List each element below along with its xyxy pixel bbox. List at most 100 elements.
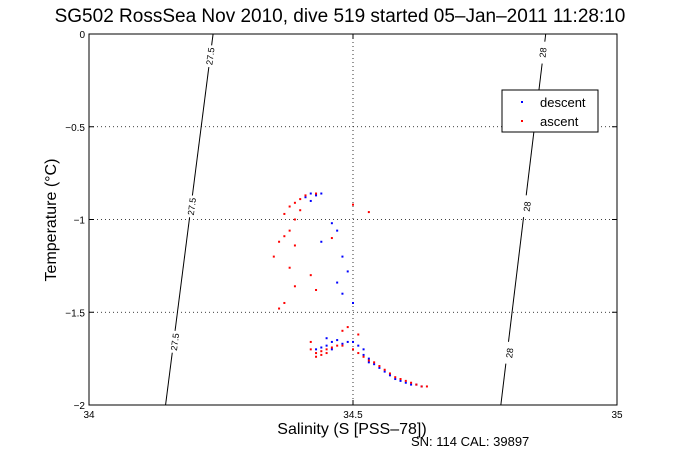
data-point-descent — [336, 229, 339, 232]
serial-calibration-footer: SN: 114 CAL: 39897 — [411, 434, 529, 449]
data-point-ascent — [309, 348, 312, 351]
data-point-ascent — [278, 307, 281, 310]
data-point-descent — [367, 357, 370, 360]
data-point-descent — [325, 337, 328, 340]
legend: descent ascent — [501, 89, 599, 133]
data-point-descent — [362, 348, 365, 351]
data-point-descent — [352, 340, 354, 343]
x-tick-label: 34.5 — [343, 410, 363, 421]
legend-marker-ascent — [521, 120, 523, 122]
data-point-ascent — [341, 344, 344, 347]
data-point-descent — [320, 240, 323, 243]
data-point-descent — [362, 353, 365, 356]
data-point-descent — [304, 196, 307, 199]
density-contour-label: 27.5 — [204, 47, 216, 66]
legend-box — [501, 89, 599, 133]
data-point-ascent — [315, 355, 318, 358]
x-tick-label: 35 — [611, 410, 623, 421]
data-point-ascent — [346, 326, 349, 329]
data-point-descent — [330, 348, 333, 351]
contour-label-mask — [519, 194, 535, 219]
data-point-ascent — [288, 229, 291, 232]
plot-area: 27.5 27.5 27.5 28 28 28 34 34.5 35 0 −0.5 −1 −1.5 −2 — [65, 30, 623, 421]
data-point-ascent — [304, 194, 307, 197]
data-point-descent — [346, 270, 349, 273]
contour-label-mask — [203, 44, 218, 68]
data-point-descent — [330, 222, 333, 225]
data-point-ascent — [367, 359, 370, 362]
data-point-ascent — [362, 355, 365, 358]
data-point-ascent — [383, 368, 386, 371]
legend-entry-ascent: ascent — [540, 114, 579, 129]
data-point-descent — [341, 292, 344, 295]
data-point-descent — [352, 301, 354, 304]
x-tick-label: 34 — [83, 410, 95, 421]
data-point-ascent — [315, 288, 318, 291]
data-point-descent — [315, 194, 318, 197]
data-point-ascent — [309, 274, 312, 277]
density-contour-label: 27.5 — [169, 333, 181, 352]
data-point-descent — [341, 255, 344, 258]
data-point-ascent — [309, 340, 312, 343]
y-tick-label: −1 — [74, 216, 86, 227]
data-point-ascent — [293, 285, 296, 288]
data-point-ascent — [330, 237, 333, 240]
data-point-descent — [309, 192, 312, 195]
y-axis-label: Temperature (°C) — [43, 159, 60, 282]
contour-label-mask — [167, 330, 183, 354]
data-point-descent — [315, 348, 318, 351]
data-point-ascent — [388, 372, 391, 375]
data-point-ascent — [288, 205, 291, 208]
contour-label-mask — [502, 341, 518, 365]
data-point-ascent — [378, 365, 381, 368]
data-point-descent — [336, 281, 339, 284]
data-point-ascent — [352, 348, 354, 351]
data-point-ascent — [330, 346, 333, 349]
data-point-ascent — [293, 218, 296, 221]
data-point-ascent — [420, 385, 423, 388]
data-point-descent — [346, 340, 349, 343]
chart-title: SG502 RossSea Nov 2010, dive 519 started… — [55, 6, 626, 27]
data-point-ascent — [288, 266, 291, 269]
data-point-ascent — [399, 378, 402, 381]
data-point-descent — [378, 366, 381, 369]
data-point-ascent — [352, 203, 354, 206]
data-point-descent — [373, 363, 376, 366]
data-point-ascent — [278, 240, 281, 243]
density-contour-label: 28 — [538, 47, 549, 58]
data-point-ascent — [283, 235, 286, 238]
data-point-descent — [325, 344, 328, 347]
data-point-ascent — [315, 352, 318, 355]
density-contour-label: 28 — [504, 347, 515, 358]
data-point-ascent — [367, 211, 370, 214]
data-point-ascent — [293, 244, 296, 247]
data-point-descent — [341, 342, 344, 345]
density-contour-label: 27.5 — [186, 197, 198, 216]
x-axis-label: Salinity (S [PSS–78]) — [277, 421, 426, 438]
data-point-descent — [320, 192, 323, 195]
data-point-ascent — [394, 376, 397, 379]
data-point-descent — [367, 361, 370, 364]
data-point-ascent — [373, 361, 376, 364]
data-point-ascent — [425, 385, 428, 388]
data-point-ascent — [357, 352, 360, 355]
y-tick-label: −2 — [74, 401, 86, 412]
data-point-ascent — [415, 383, 418, 386]
data-point-ascent — [272, 255, 275, 258]
legend-marker-descent — [521, 101, 523, 103]
data-point-ascent — [410, 381, 413, 384]
data-point-descent — [383, 370, 386, 373]
data-point-ascent — [325, 348, 328, 351]
data-point-descent — [309, 199, 312, 202]
data-point-descent — [388, 374, 391, 377]
data-point-ascent — [404, 379, 407, 382]
data-point-descent — [410, 383, 413, 386]
data-point-descent — [399, 379, 402, 382]
y-tick-label: −0.5 — [65, 123, 85, 134]
data-point-descent — [394, 378, 397, 381]
data-point-ascent — [357, 333, 360, 336]
data-point-descent — [330, 340, 333, 343]
contour-label-mask — [184, 194, 200, 219]
y-tick-label: 0 — [79, 30, 85, 41]
